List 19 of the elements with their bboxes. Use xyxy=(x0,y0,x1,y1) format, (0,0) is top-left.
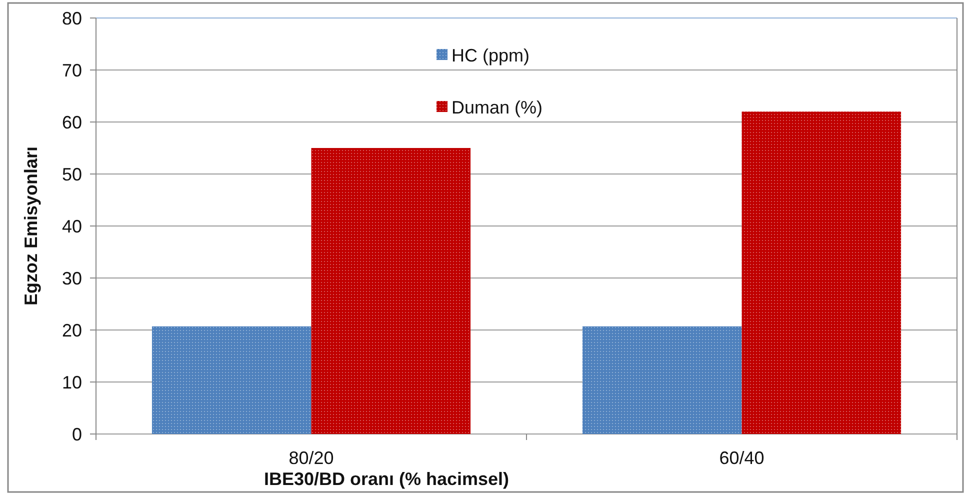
y-tick-label: 40 xyxy=(62,216,82,236)
x-axis-title: IBE30/BD oranı (% hacimsel) xyxy=(264,469,510,489)
bar xyxy=(152,326,312,434)
legend-label: HC (ppm) xyxy=(452,45,530,66)
bar xyxy=(582,326,742,434)
y-axis-title: Egzoz Emisyonları xyxy=(21,146,41,306)
legend-label: Duman (%) xyxy=(452,97,543,118)
y-tick-label: 50 xyxy=(62,164,82,184)
y-tick-label: 70 xyxy=(62,60,82,80)
y-tick-label: 10 xyxy=(62,372,82,392)
x-tick-label: 60/40 xyxy=(719,448,764,468)
y-tick-label: 20 xyxy=(62,320,82,340)
y-tick-label: 60 xyxy=(62,112,82,132)
y-tick-label: 0 xyxy=(72,424,82,444)
y-tick-label: 30 xyxy=(62,268,82,288)
y-tick-label: 80 xyxy=(62,8,82,28)
bar xyxy=(742,112,902,434)
x-tick-label: 80/20 xyxy=(288,448,334,468)
bar xyxy=(311,148,471,434)
